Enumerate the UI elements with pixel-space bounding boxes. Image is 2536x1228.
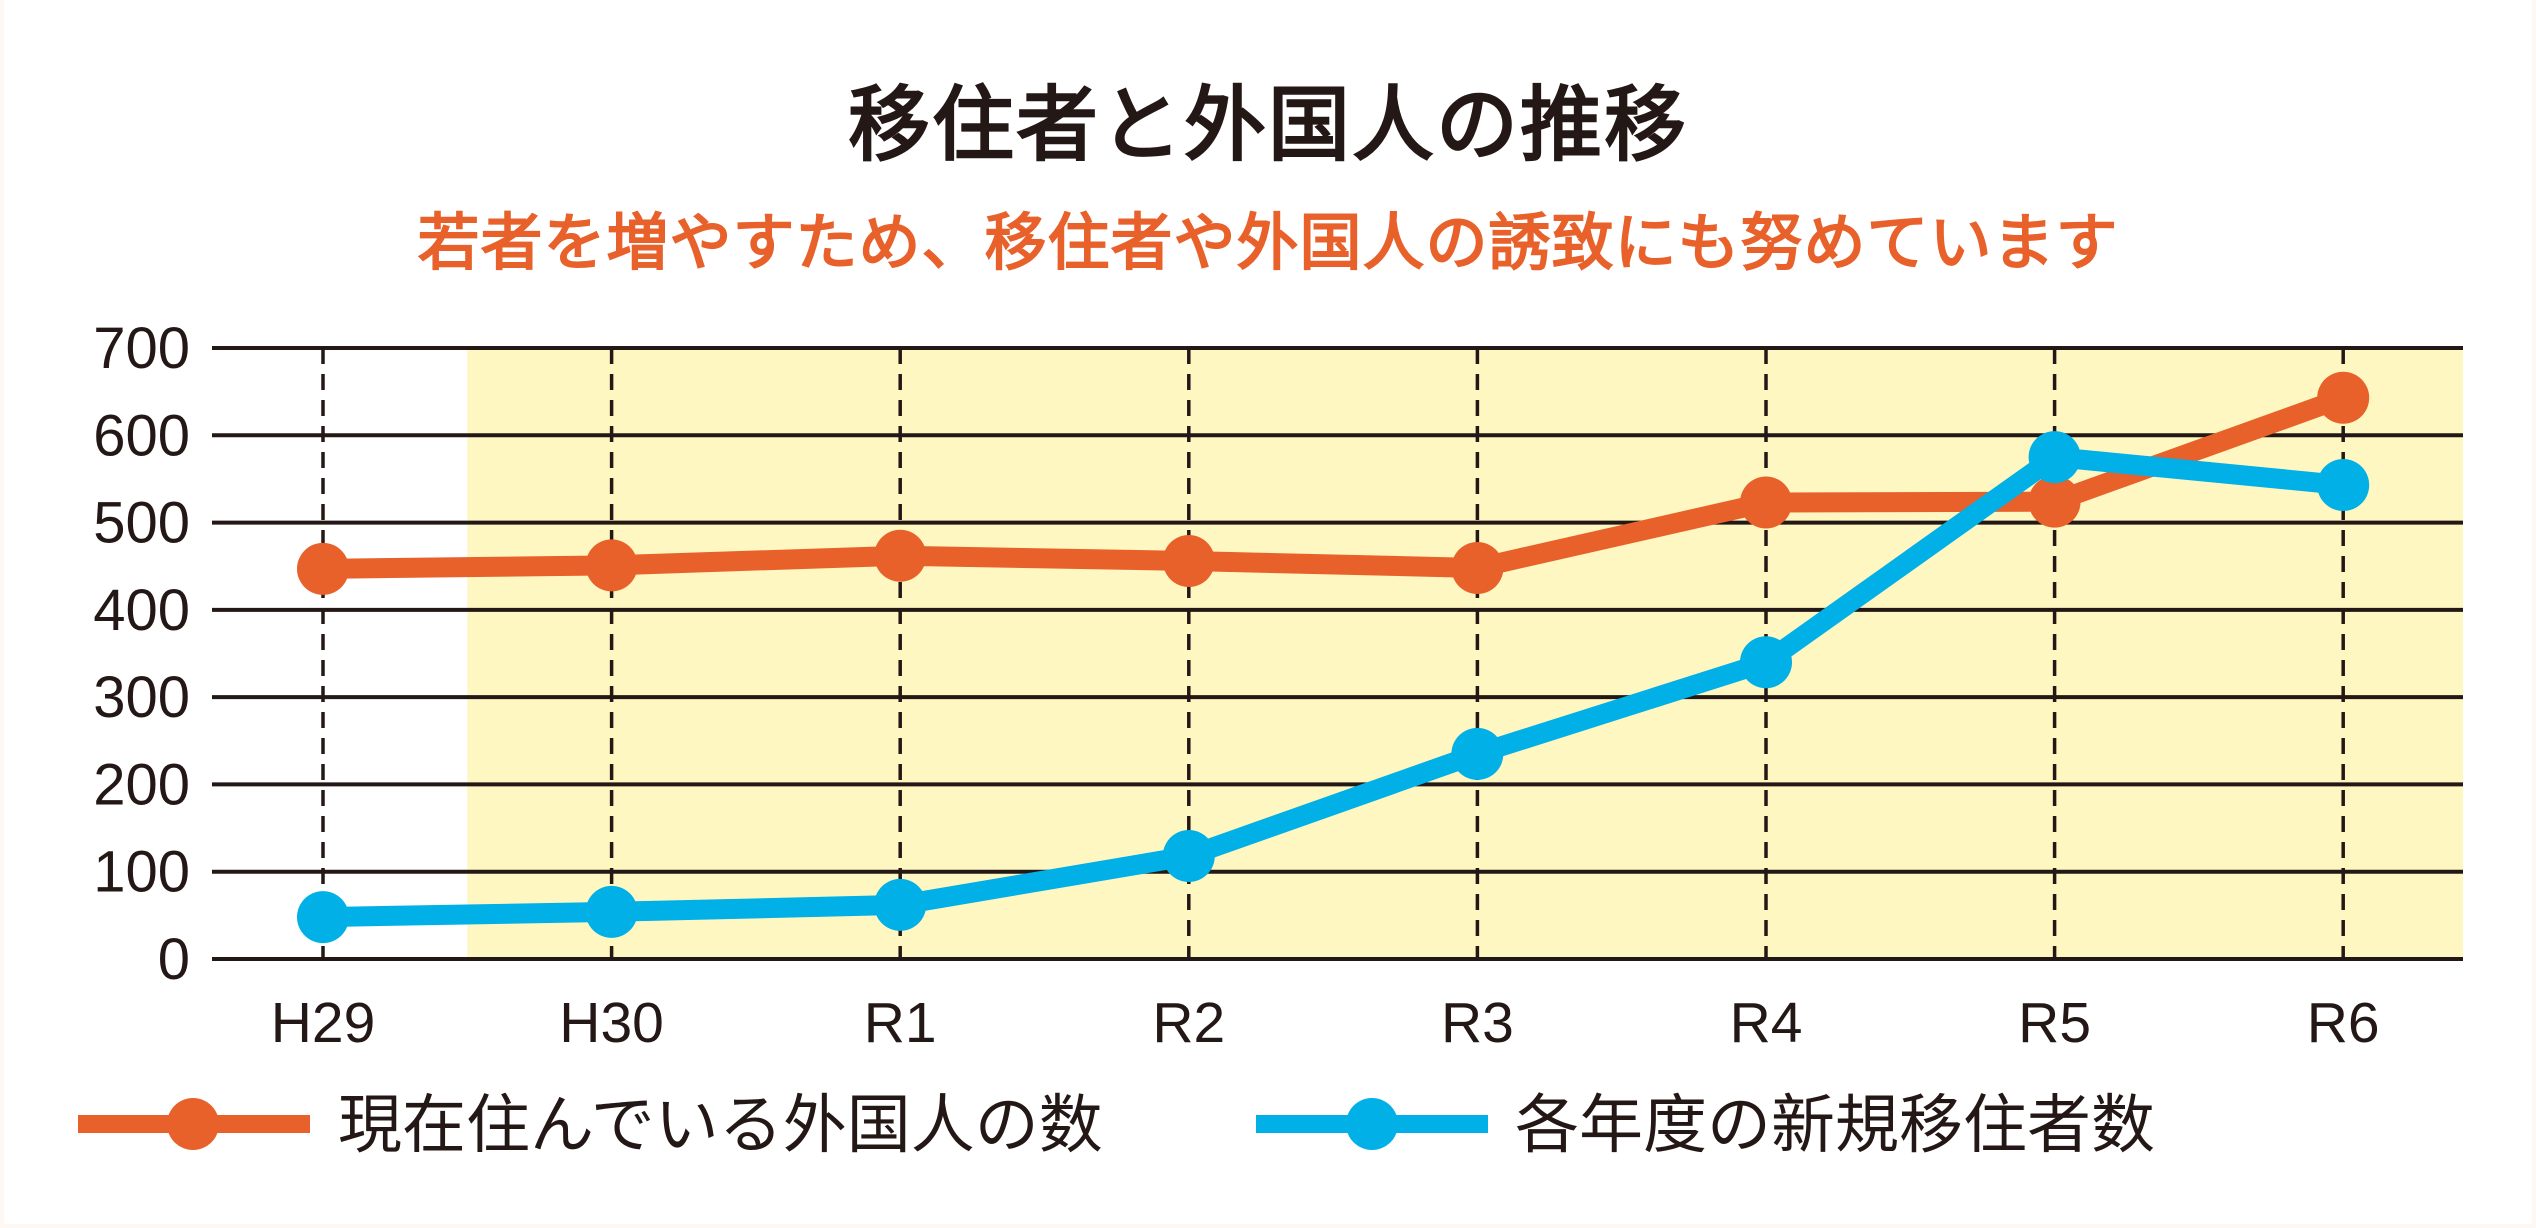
data-point-marker: [1162, 830, 1215, 883]
legend-label: 現在住んでいる外国人の数: [338, 1089, 1103, 1163]
data-point-marker: [1740, 476, 1792, 529]
x-tick-label: R6: [2307, 991, 2380, 1055]
series-line: [322, 447, 2345, 928]
legend-item-foreign-residents: 現在住んでいる外国人の数: [78, 1089, 1103, 1163]
data-point-marker: [297, 542, 349, 595]
data-point-marker: [1451, 541, 1504, 594]
highlight-band: [467, 348, 2463, 959]
x-axis-tick-labels: H29 H30 R1 R2 R3 R4 R5 R6: [271, 991, 2380, 1055]
x-tick-label: H30: [559, 991, 664, 1055]
data-point-marker: [297, 891, 349, 944]
data-point-marker: [2317, 459, 2370, 512]
x-tick-label: R1: [864, 991, 937, 1055]
x-tick-label: R4: [1730, 991, 1803, 1055]
data-point-marker: [585, 885, 638, 938]
y-tick-label: 200: [93, 752, 190, 817]
y-tick-label: 600: [93, 403, 190, 468]
data-point-marker: [1740, 636, 1792, 689]
data-point-marker: [2028, 475, 2081, 528]
legend-item-new-migrants: 各年度の新規移住者数: [1256, 1089, 2155, 1163]
chart-title: 移住者と外国人の推移: [847, 78, 1688, 173]
data-point-marker: [874, 878, 927, 931]
data-point-marker: [1451, 727, 1504, 780]
legend-marker-icon: [167, 1098, 219, 1150]
x-tick-label: H29: [271, 991, 376, 1055]
data-point-marker: [1162, 534, 1215, 587]
y-tick-label: 300: [93, 665, 190, 730]
series-new-migrants: [297, 431, 2370, 944]
data-point-marker: [2028, 431, 2081, 484]
data-point-marker: [874, 529, 927, 582]
y-tick-label: 400: [93, 578, 190, 643]
y-tick-label: 700: [93, 316, 190, 381]
legend-marker-icon: [1346, 1098, 1398, 1150]
legend-label: 各年度の新規移住者数: [1515, 1089, 2155, 1163]
y-axis-tick-labels: 0 100 200 300 400 500 600 700: [93, 316, 190, 992]
y-tick-label: 0: [158, 927, 190, 992]
data-series: [297, 371, 2370, 944]
x-tick-label: R2: [1152, 991, 1225, 1055]
x-tick-label: R5: [2018, 991, 2091, 1055]
data-point-marker: [585, 539, 638, 592]
y-tick-label: 500: [93, 491, 190, 556]
legend: 現在住んでいる外国人の数 各年度の新規移住者数: [78, 1089, 2155, 1163]
horizontal-gridlines: [212, 346, 2463, 961]
chart-subtitle: 若者を増やすため、移住者や外国人の誘致にも努めています: [417, 206, 2119, 279]
x-tick-label: R3: [1441, 991, 1514, 1055]
data-point-marker: [2317, 371, 2370, 424]
y-tick-label: 100: [93, 840, 190, 905]
